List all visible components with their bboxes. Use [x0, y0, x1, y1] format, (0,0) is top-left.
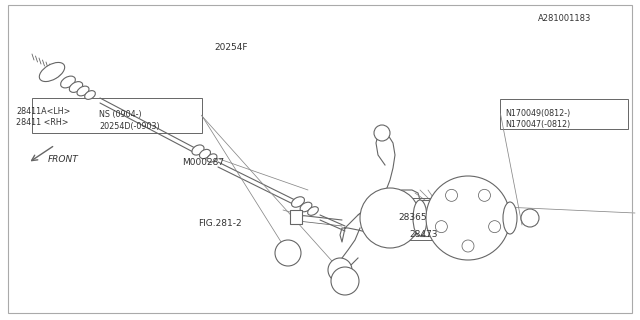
Ellipse shape	[300, 202, 312, 212]
Circle shape	[374, 125, 390, 141]
Ellipse shape	[292, 197, 305, 207]
Ellipse shape	[207, 154, 217, 162]
Text: N170047(-0812): N170047(-0812)	[506, 120, 571, 129]
Circle shape	[435, 221, 447, 233]
Ellipse shape	[69, 82, 83, 92]
Circle shape	[328, 258, 352, 282]
Circle shape	[462, 240, 474, 252]
Text: M000287: M000287	[182, 158, 225, 167]
Ellipse shape	[61, 76, 76, 88]
Text: FRONT: FRONT	[48, 155, 79, 164]
Ellipse shape	[200, 149, 211, 159]
Bar	[397, 198, 461, 240]
Circle shape	[521, 209, 539, 227]
Circle shape	[445, 189, 458, 201]
Ellipse shape	[503, 202, 517, 234]
Circle shape	[479, 189, 490, 201]
Ellipse shape	[413, 200, 427, 236]
Ellipse shape	[308, 207, 318, 215]
Text: NS (0904-): NS (0904-)	[99, 110, 142, 119]
Ellipse shape	[77, 86, 89, 96]
Circle shape	[360, 188, 420, 248]
Bar	[32, 98, 202, 133]
Text: 28411A<LH>: 28411A<LH>	[16, 107, 70, 116]
Text: 20254F: 20254F	[214, 43, 248, 52]
Text: A281001183: A281001183	[538, 14, 591, 23]
Ellipse shape	[84, 91, 95, 100]
Text: N170049(0812-): N170049(0812-)	[506, 109, 571, 118]
Text: 20254D(-0903): 20254D(-0903)	[99, 122, 160, 131]
Ellipse shape	[39, 62, 65, 82]
Bar	[290, 210, 302, 224]
Text: FIG.281-2: FIG.281-2	[198, 219, 242, 228]
Text: 28365: 28365	[398, 213, 427, 222]
Circle shape	[331, 267, 359, 295]
Circle shape	[426, 176, 510, 260]
Circle shape	[488, 221, 500, 233]
Text: 28473: 28473	[410, 230, 438, 239]
Ellipse shape	[192, 145, 204, 155]
Circle shape	[275, 240, 301, 266]
Text: 28411 <RH>: 28411 <RH>	[16, 118, 68, 127]
Bar	[500, 99, 628, 129]
